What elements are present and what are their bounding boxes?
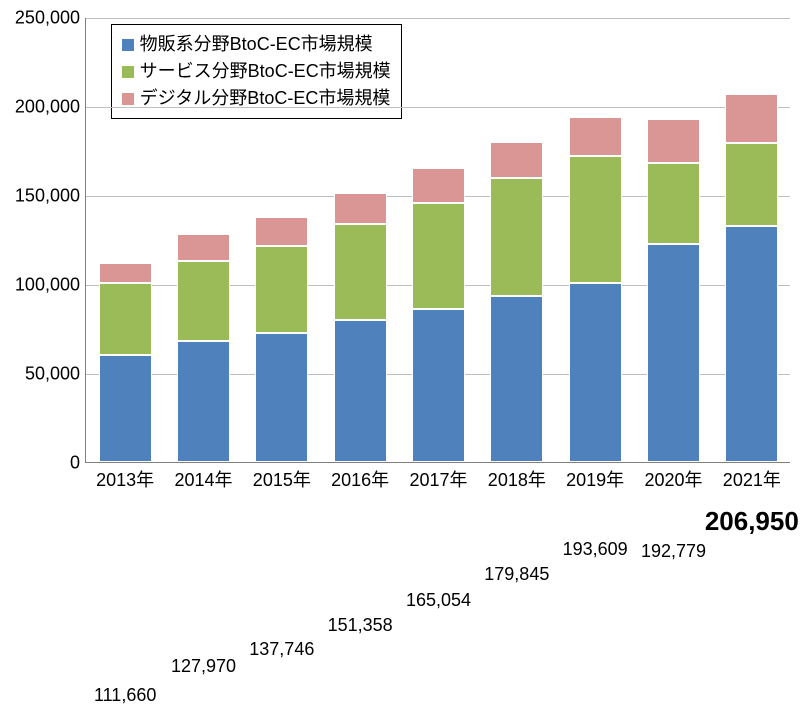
legend-item: 物販系分野BtoC-EC市場規模 xyxy=(122,31,391,58)
bar-segment-buppan xyxy=(334,320,387,462)
legend-label: 物販系分野BtoC-EC市場規模 xyxy=(140,31,373,58)
x-tick-label: 2016年 xyxy=(331,462,389,492)
bar-total-label: 179,845 xyxy=(484,564,549,585)
y-tick-label: 150,000 xyxy=(15,186,86,207)
bar-segment-digital xyxy=(412,168,465,203)
bar-segment-buppan xyxy=(490,296,543,462)
y-tick-label: 100,000 xyxy=(15,275,86,296)
bar-segment-service xyxy=(490,178,543,296)
x-tick-label: 2019年 xyxy=(566,462,624,492)
bar-segment-service xyxy=(334,224,387,319)
y-tick-label: 50,000 xyxy=(25,364,86,385)
bar-total-label: 206,950 xyxy=(705,506,799,537)
legend-item: サービス分野BtoC-EC市場規模 xyxy=(122,58,391,85)
bar-total-label: 192,779 xyxy=(641,541,706,562)
gridline xyxy=(86,18,790,19)
bar-segment-digital xyxy=(725,94,778,143)
x-tick-label: 2018年 xyxy=(488,462,546,492)
x-tick-label: 2014年 xyxy=(174,462,232,492)
bar-total-label: 111,660 xyxy=(94,685,156,706)
y-tick-label: 250,000 xyxy=(15,8,86,29)
y-tick-label: 0 xyxy=(70,453,86,474)
bar-total-label: 137,746 xyxy=(249,639,314,660)
legend-swatch xyxy=(122,93,134,105)
bar-segment-digital xyxy=(647,119,700,163)
bar-segment-digital xyxy=(569,117,622,155)
bar-segment-service xyxy=(255,246,308,333)
bar-total-label: 151,358 xyxy=(328,615,393,636)
bar-segment-digital xyxy=(177,234,230,261)
bar-total-label: 193,609 xyxy=(563,539,628,560)
legend: 物販系分野BtoC-EC市場規模サービス分野BtoC-EC市場規模デジタル分野B… xyxy=(111,24,402,119)
bar-total-label: 165,054 xyxy=(406,590,471,611)
x-tick-label: 2017年 xyxy=(409,462,467,492)
bar-segment-buppan xyxy=(412,309,465,462)
legend-label: サービス分野BtoC-EC市場規模 xyxy=(140,58,391,85)
bar-segment-buppan xyxy=(255,333,308,462)
bar-segment-buppan xyxy=(647,244,700,462)
bar-segment-service xyxy=(177,261,230,341)
bar-segment-digital xyxy=(490,142,543,178)
plot-area: 物販系分野BtoC-EC市場規模サービス分野BtoC-EC市場規模デジタル分野B… xyxy=(85,18,790,463)
bar-segment-service xyxy=(412,203,465,309)
x-tick-label: 2020年 xyxy=(644,462,702,492)
gridline xyxy=(86,107,790,108)
bar-segment-buppan xyxy=(725,226,778,462)
bar-segment-service xyxy=(725,143,778,226)
y-tick-label: 200,000 xyxy=(15,97,86,118)
bar-segment-service xyxy=(647,163,700,245)
bar-segment-buppan xyxy=(177,341,230,462)
bar-segment-digital xyxy=(99,263,152,283)
bar-segment-buppan xyxy=(569,283,622,462)
x-tick-label: 2021年 xyxy=(723,462,781,492)
bar-segment-digital xyxy=(334,193,387,225)
x-tick-label: 2015年 xyxy=(253,462,311,492)
bar-segment-digital xyxy=(255,217,308,246)
bar-segment-buppan xyxy=(99,355,152,462)
legend-swatch xyxy=(122,66,134,78)
x-tick-label: 2013年 xyxy=(96,462,154,492)
chart-container: 物販系分野BtoC-EC市場規模サービス分野BtoC-EC市場規模デジタル分野B… xyxy=(0,0,810,505)
bar-total-label: 127,970 xyxy=(171,656,236,677)
bar-segment-service xyxy=(99,283,152,355)
legend-swatch xyxy=(122,39,134,51)
bar-segment-service xyxy=(569,156,622,284)
